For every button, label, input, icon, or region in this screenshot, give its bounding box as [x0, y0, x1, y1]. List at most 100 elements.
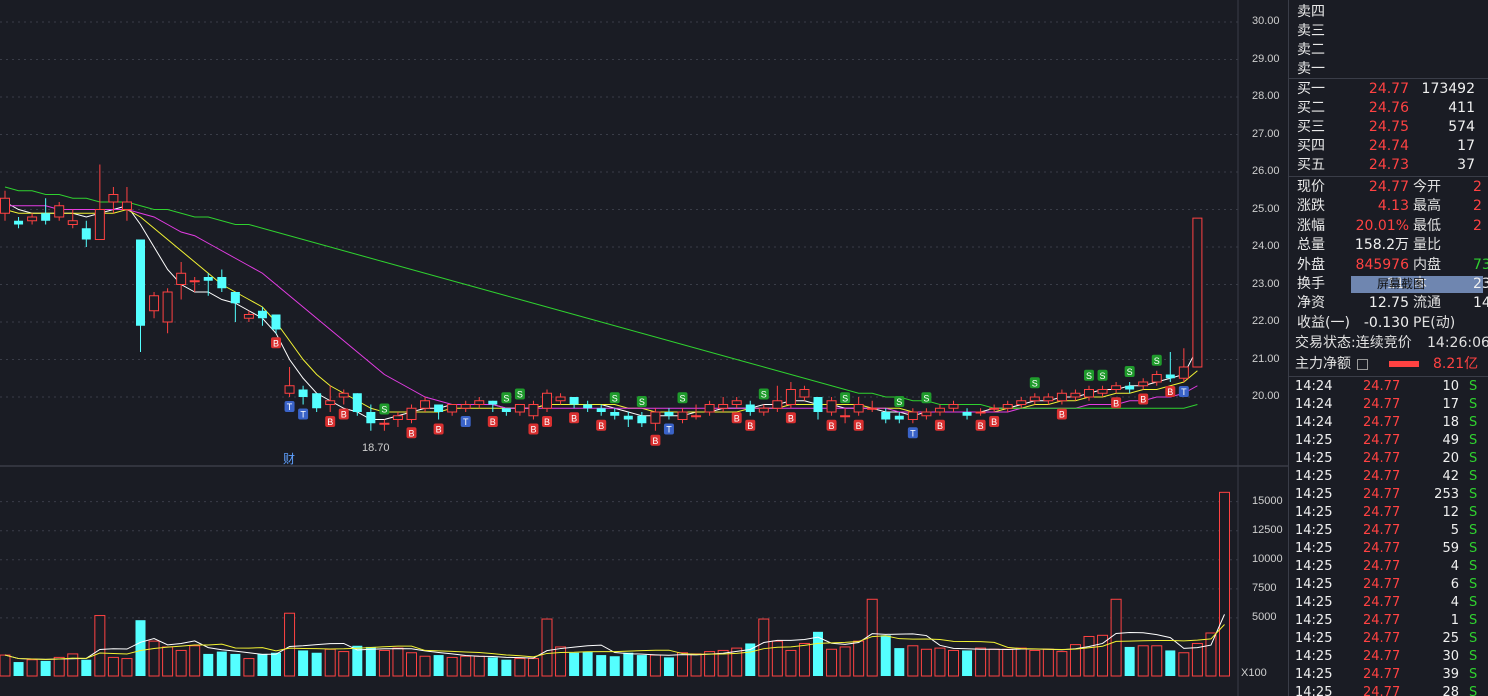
candle-body: [772, 400, 783, 409]
volume-bar: [866, 598, 878, 677]
order-book-row[interactable]: 卖一: [1297, 60, 1487, 79]
candle-body: [434, 404, 444, 412]
tick-row[interactable]: 14:25 24.77 30 S: [1295, 648, 1488, 666]
tick-row[interactable]: 14:25 24.77 20 S: [1295, 450, 1488, 468]
tick-price: 24.77: [1363, 541, 1401, 556]
order-book-row[interactable]: 卖四: [1297, 3, 1487, 22]
order-book-row[interactable]: 买一 24.77 173492: [1297, 80, 1487, 99]
tick-direction: S: [1469, 667, 1478, 682]
volume-bar: [514, 658, 526, 677]
order-book-label: 买五: [1297, 157, 1325, 173]
tick-row[interactable]: 14:25 24.77 39 S: [1295, 666, 1488, 684]
candle-body: [758, 407, 769, 413]
signal-marker-letter: S: [1127, 367, 1133, 377]
volume-bar: [1097, 634, 1109, 677]
candle-body: [799, 389, 810, 398]
tick-row[interactable]: 14:24 24.77 18 S: [1295, 414, 1488, 432]
volume-unit-label: X100: [1241, 667, 1267, 679]
volume-bar: [203, 653, 214, 676]
tick-time: 14:25: [1295, 469, 1333, 484]
tick-direction: S: [1469, 523, 1478, 538]
candle-body: [1084, 389, 1094, 398]
trade-status-label: 交易状态:: [1295, 335, 1356, 351]
candle-body: [989, 407, 1000, 410]
volume-bar: [40, 660, 51, 676]
signal-marker-B: [271, 337, 281, 349]
tick-time: 14:25: [1295, 559, 1333, 574]
tick-row[interactable]: 14:25 24.77 4 S: [1295, 594, 1488, 612]
signal-marker-letter: S: [503, 393, 509, 403]
tick-price: 24.77: [1363, 685, 1401, 696]
tick-row[interactable]: 14:25 24.77 12 S: [1295, 504, 1488, 522]
tick-volume: 49: [1442, 433, 1459, 448]
order-book-label: 买三: [1297, 119, 1325, 135]
main-force-row: 主力净额 8.21亿: [1295, 355, 1478, 374]
tick-direction: S: [1469, 613, 1478, 628]
tick-row[interactable]: 14:25 24.77 6 S: [1295, 576, 1488, 594]
tick-time: 14:25: [1295, 451, 1333, 466]
quote-value: 24.77: [1368, 179, 1409, 195]
order-book-row[interactable]: 卖二: [1297, 41, 1487, 60]
candle-body: [217, 277, 227, 289]
tick-row[interactable]: 14:25 24.77 5 S: [1295, 522, 1488, 540]
candle-body: [1029, 396, 1040, 402]
tick-row[interactable]: 14:25 24.77 1 S: [1295, 612, 1488, 630]
candle-body: [67, 220, 78, 225]
candle-body: [271, 314, 281, 330]
order-book-row[interactable]: 买四 24.74 17: [1297, 137, 1487, 156]
quote-value: 158.2万: [1354, 237, 1409, 254]
tick-row[interactable]: 14:25 24.77 25 S: [1295, 630, 1488, 648]
signal-marker-B: [853, 419, 864, 431]
y-tick-label: 27.00: [1252, 127, 1280, 140]
ma-line: [5, 205, 1198, 413]
tick-volume: 12: [1442, 505, 1459, 520]
tick-row[interactable]: 14:25 24.77 59 S: [1295, 540, 1488, 558]
volume-bar: [284, 612, 296, 677]
tick-volume: 253: [1434, 487, 1459, 502]
candle-body: [149, 295, 160, 312]
candle-body: [962, 412, 972, 416]
order-book-label: 卖三: [1297, 23, 1325, 39]
tick-row[interactable]: 14:24 24.77 10 S: [1295, 378, 1488, 396]
candle-body: [392, 415, 403, 420]
candle-body: [948, 404, 959, 409]
tick-time: 14:25: [1295, 667, 1333, 682]
tick-row[interactable]: 14:25 24.77 49 S: [1295, 432, 1488, 450]
tick-row[interactable]: 14:25 24.77 4 S: [1295, 558, 1488, 576]
candle-body: [718, 404, 729, 409]
finance-marker[interactable]: 财: [283, 452, 295, 466]
quote-label: 外盘: [1297, 256, 1325, 273]
order-book-row[interactable]: 买二 24.76 411: [1297, 99, 1487, 118]
candle-body: [338, 392, 349, 398]
volume-bar: [107, 656, 119, 677]
candle-body: [1151, 374, 1162, 383]
tick-direction: S: [1469, 595, 1478, 610]
moving-average-lines: [4, 186, 1198, 420]
tick-row[interactable]: 14:25 24.77 253 S: [1295, 486, 1488, 504]
signal-marker-B: [785, 412, 796, 424]
volume-ma-line: [4, 614, 1225, 660]
tick-price: 24.77: [1363, 469, 1401, 484]
volume-bar: [311, 652, 322, 676]
order-book-row[interactable]: 买五 24.73 37: [1297, 156, 1487, 175]
order-book-price: 24.77: [1368, 81, 1409, 97]
tick-row[interactable]: 14:24 24.77 17 S: [1295, 396, 1488, 414]
main-force-icon[interactable]: [1357, 358, 1369, 370]
tick-row[interactable]: 14:25 24.77 28 S: [1295, 684, 1488, 696]
tick-price: 24.77: [1363, 433, 1401, 448]
order-book-row[interactable]: 买三 24.75 574: [1297, 118, 1487, 137]
signal-marker-B: [487, 416, 498, 427]
signal-marker-letter: B: [734, 413, 740, 423]
signal-marker-letter: B: [937, 421, 943, 431]
signal-marker-S: [894, 396, 905, 407]
tick-direction: S: [1469, 379, 1478, 394]
y-tick-label: 23.00: [1252, 277, 1280, 290]
order-book-row[interactable]: 卖三: [1297, 22, 1487, 41]
tick-row[interactable]: 14:25 24.77 42 S: [1295, 468, 1488, 486]
volume-bar: [446, 656, 458, 677]
signal-marker-T: [1178, 386, 1189, 397]
signal-marker-S: [758, 388, 769, 400]
signal-marker-B: [1111, 397, 1122, 409]
tick-time: 14:25: [1295, 613, 1333, 628]
